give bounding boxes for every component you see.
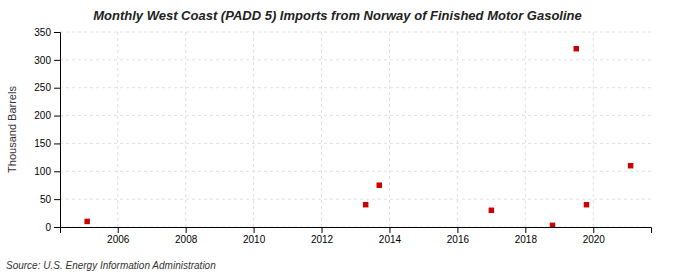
grid-line-y — [60, 115, 651, 116]
y-tick: 300 — [34, 55, 60, 66]
grid — [60, 32, 651, 227]
grid-line-x — [253, 32, 254, 227]
grid-line-x — [457, 32, 458, 227]
x-tick-mark — [254, 227, 255, 233]
x-tick-mark — [457, 227, 458, 233]
y-tick: 50 — [40, 194, 60, 205]
x-tick-mark — [593, 227, 594, 233]
x-tick: 2012 — [311, 227, 334, 245]
x-tick: 2016 — [447, 227, 470, 245]
y-tick-label: 150 — [34, 138, 51, 149]
grid-line-x — [117, 32, 118, 227]
grid-line-x — [185, 32, 186, 227]
y-tick: 250 — [34, 82, 60, 93]
x-axis-line — [61, 228, 652, 234]
x-tick-label: 2016 — [447, 234, 470, 245]
plot-area: 2006 2008 2010 2012 2014 2016 2018 2020 0 50 100 15… — [34, 27, 651, 245]
y-tick: 200 — [34, 110, 60, 121]
y-tick-mark — [54, 171, 60, 172]
grid-line-y — [60, 32, 651, 33]
y-tick-label: 250 — [34, 82, 51, 93]
x-tick: 2020 — [583, 227, 606, 245]
y-tick: 350 — [34, 27, 60, 38]
x-tick: 2006 — [107, 227, 130, 245]
grid-line-x — [593, 32, 594, 227]
y-tick-mark — [54, 60, 60, 61]
y-axis-line — [54, 33, 61, 228]
x-tick-label: 2014 — [379, 234, 402, 245]
grid-line-y — [60, 199, 651, 200]
grid-line-y — [60, 87, 651, 88]
point — [550, 223, 555, 227]
x-tick-mark — [525, 227, 526, 233]
x-tick: 2010 — [243, 227, 266, 245]
grid-line-x — [321, 32, 322, 227]
y-tick-mark — [54, 199, 60, 200]
y-tick-mark — [54, 227, 60, 228]
point — [489, 208, 494, 213]
x-tick-label: 2018 — [515, 234, 538, 245]
point — [574, 46, 579, 51]
y-tick: 0 — [45, 222, 60, 233]
grid-line-y — [60, 59, 651, 60]
x-tick-mark — [118, 227, 119, 233]
points — [84, 46, 633, 227]
x-axis: 2006 2008 2010 2012 2014 2016 2018 2020 — [61, 227, 652, 245]
y-tick-label: 200 — [34, 110, 51, 121]
x-tick: 2008 — [175, 227, 198, 245]
grid-line-y — [60, 143, 651, 144]
y-tick-label: 100 — [34, 166, 51, 177]
point — [584, 202, 589, 207]
grid-line-y — [60, 171, 651, 172]
y-tick-mark — [54, 116, 60, 117]
y-tick-mark — [54, 32, 60, 33]
y-tick-label: 0 — [45, 222, 51, 233]
y-tick-label: 300 — [34, 55, 51, 66]
x-tick-label: 2020 — [583, 234, 606, 245]
chart: 2006 2008 2010 2012 2014 2016 2018 2020 0 50 100 15… — [0, 0, 675, 275]
x-tick: 2014 — [379, 227, 402, 245]
y-tick-mark — [54, 143, 60, 144]
point — [84, 219, 89, 224]
y-tick-label: 50 — [40, 194, 52, 205]
y-tick-mark — [54, 88, 60, 89]
x-tick-label: 2010 — [243, 234, 266, 245]
grid-line-x — [389, 32, 390, 227]
y-axis-title: Thousand Barrels — [6, 86, 18, 173]
grid-line-x — [525, 32, 526, 227]
point — [363, 202, 368, 207]
x-tick-label: 2008 — [175, 234, 198, 245]
x-tick-mark — [186, 227, 187, 233]
y-tick: 100 — [34, 166, 60, 177]
point — [628, 163, 633, 168]
x-tick-mark — [322, 227, 323, 233]
point — [377, 182, 382, 187]
x-tick: 2018 — [515, 227, 538, 245]
x-tick-label: 2012 — [311, 234, 334, 245]
annotation: Source: U.S. Energy Information Administ… — [6, 260, 216, 271]
x-tick-mark — [389, 227, 390, 233]
y-tick-label: 350 — [34, 27, 51, 38]
y-axis: 0 50 100 150 200 250 300 350 — [34, 27, 60, 233]
title: Monthly West Coast (PADD 5) Imports from… — [93, 8, 582, 23]
y-tick: 150 — [34, 138, 60, 149]
x-tick-label: 2006 — [107, 234, 130, 245]
